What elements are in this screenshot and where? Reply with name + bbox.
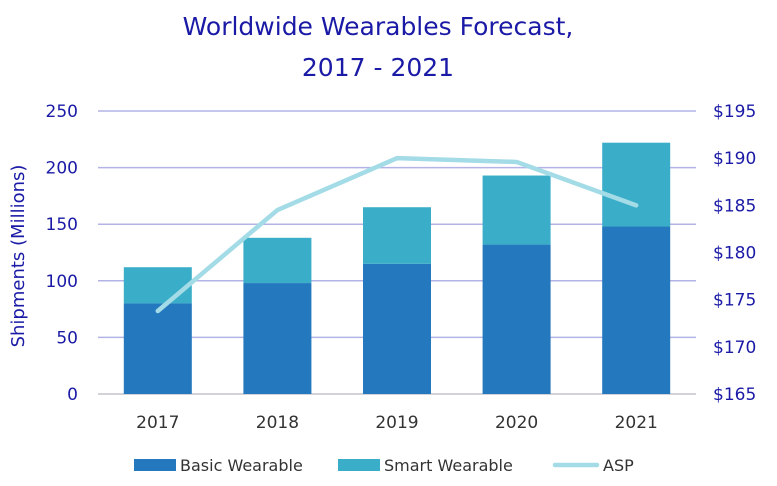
legend-swatch-smart-wearable: [338, 459, 380, 471]
basic-wearable-bar-2020: [482, 244, 551, 394]
legend-label-smart-wearable: Smart Wearable: [384, 456, 513, 475]
x-tick-label: 2018: [256, 413, 299, 433]
right-tick-label: $165: [713, 385, 756, 405]
left-axis-ticks: 0 50 100 150 200 250: [46, 102, 78, 405]
chart-title-line-1: Worldwide Wearables Forecast,: [183, 12, 574, 41]
basic-wearable-bar-2019: [363, 263, 431, 394]
smart-wearable-bar-2018: [243, 237, 312, 284]
asp-line-series: [155, 155, 639, 314]
right-tick-label: $190: [713, 149, 756, 169]
right-tick-label: $180: [713, 244, 756, 264]
x-axis-ticks: 2017 2018 2019 2020 2021: [136, 413, 658, 433]
basic-wearable-bar-2017: [123, 303, 192, 394]
legend-label-asp: ASP: [603, 456, 634, 475]
smart-wearable-bar-2020: [482, 175, 551, 245]
x-tick-label: 2020: [495, 413, 538, 433]
right-tick-label: $195: [713, 102, 756, 122]
x-tick-label: 2021: [615, 413, 658, 433]
left-tick-label: 150: [46, 215, 78, 235]
left-tick-label: 100: [46, 272, 78, 292]
y-axis-label: Shipments (Millions): [8, 165, 29, 348]
bar-series: [123, 142, 671, 394]
left-tick-label: 50: [56, 328, 78, 348]
left-tick-label: 0: [67, 385, 78, 405]
left-tick-label: 200: [46, 159, 78, 179]
legend-swatch-basic-wearable: [134, 459, 176, 471]
left-tick-label: 250: [46, 102, 78, 122]
x-tick-label: 2017: [136, 413, 179, 433]
chart-title-line-2: 2017 - 2021: [302, 53, 454, 82]
right-tick-label: $175: [713, 291, 756, 311]
legend: Basic Wearable Smart Wearable ASP: [134, 456, 634, 475]
basic-wearable-bar-2021: [602, 226, 671, 394]
right-axis-ticks: $165 $170 $175 $180 $185 $190 $195: [713, 102, 756, 405]
smart-wearable-bar-2021: [602, 142, 671, 227]
x-tick-label: 2019: [375, 413, 418, 433]
smart-wearable-bar-2017: [123, 267, 192, 304]
right-tick-label: $185: [713, 196, 756, 216]
legend-label-basic-wearable: Basic Wearable: [180, 456, 303, 475]
smart-wearable-bar-2019: [363, 207, 431, 264]
right-tick-label: $170: [713, 338, 756, 358]
basic-wearable-bar-2018: [243, 283, 312, 394]
